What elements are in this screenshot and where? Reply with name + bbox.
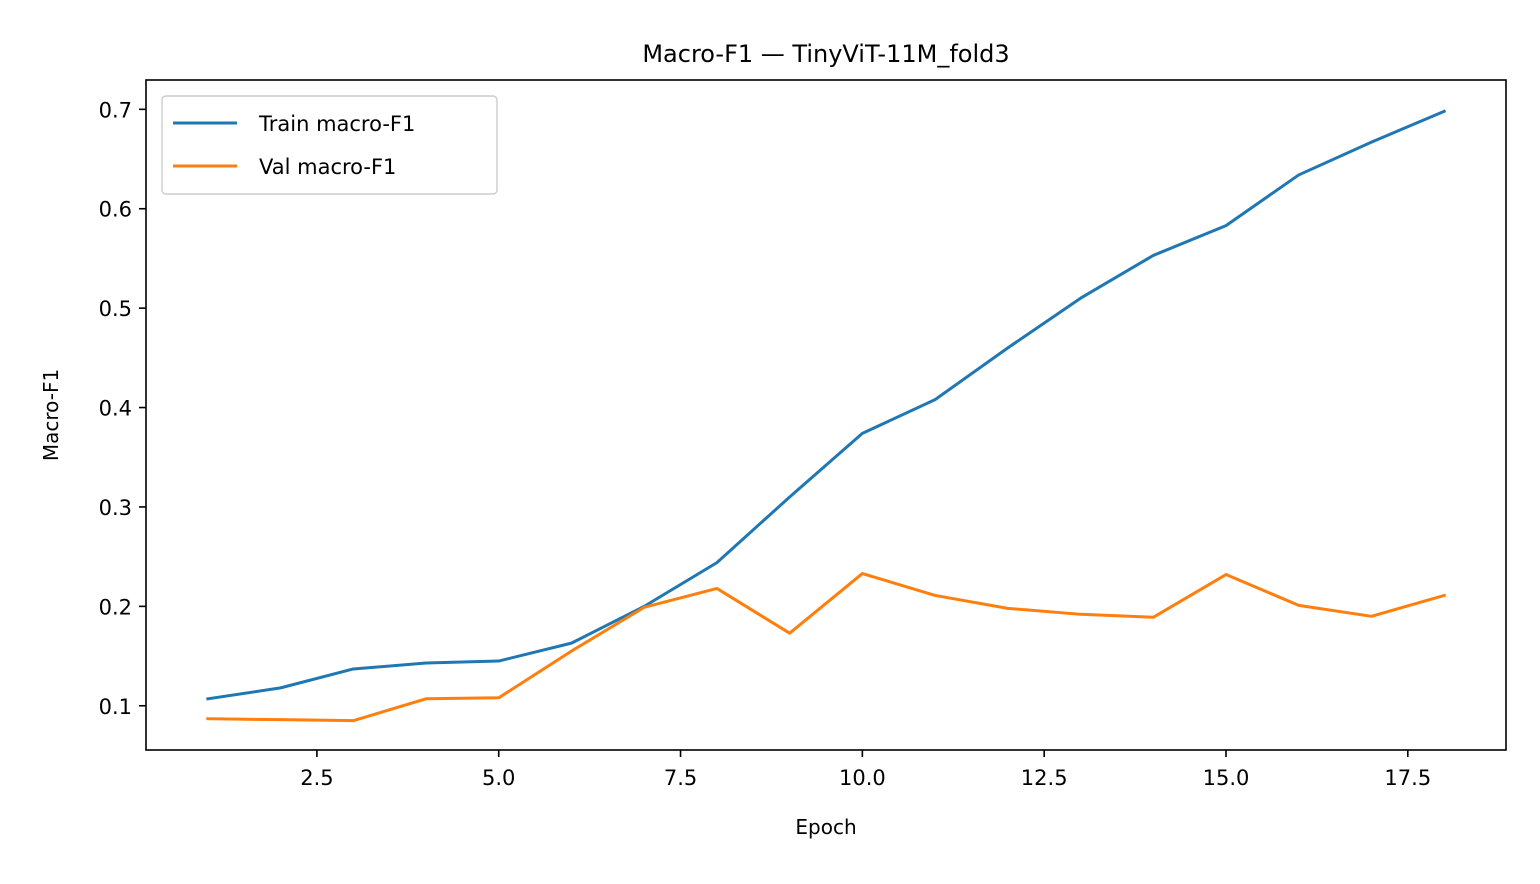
x-axis-label: Epoch — [795, 815, 856, 839]
legend-label-train: Train macro-F1 — [258, 112, 415, 136]
axis-ticks: 2.5 5.0 7.5 10.0 12.5 15.0 17.5 0.1 0.2 0.3 0.4 0.5… — [99, 98, 1432, 790]
chart-title: Macro-F1 — TinyViT-11M_fold3 — [642, 40, 1009, 68]
x-tick-label: 12.5 — [1021, 766, 1068, 790]
x-tick-label: 7.5 — [664, 766, 697, 790]
series-line-val-macro-f1 — [206, 572, 1447, 723]
y-tick-label: 0.2 — [99, 595, 132, 619]
series-line-train-macro-f1 — [206, 109, 1447, 701]
legend-box — [161, 95, 498, 195]
y-tick-label: 0.5 — [99, 297, 132, 321]
series-lines — [206, 109, 1447, 723]
y-tick-label: 0.1 — [99, 695, 132, 719]
y-tick-label: 0.6 — [99, 198, 132, 222]
x-tick-label: 10.0 — [839, 766, 886, 790]
plot-area-frame — [145, 79, 1507, 751]
y-tick-label: 0.3 — [99, 496, 132, 520]
x-tick-label: 2.5 — [300, 766, 333, 790]
y-tick-label: 0.4 — [99, 397, 132, 421]
x-tick-label: 17.5 — [1384, 766, 1431, 790]
y-tick-label: 0.7 — [99, 98, 132, 122]
x-tick-label: 5.0 — [482, 766, 515, 790]
legend-label-val: Val macro-F1 — [259, 155, 396, 179]
legend: Train macro-F1 Val macro-F1 — [161, 95, 498, 195]
y-axis-label: Macro-F1 — [39, 369, 63, 461]
x-tick-label: 15.0 — [1203, 766, 1250, 790]
